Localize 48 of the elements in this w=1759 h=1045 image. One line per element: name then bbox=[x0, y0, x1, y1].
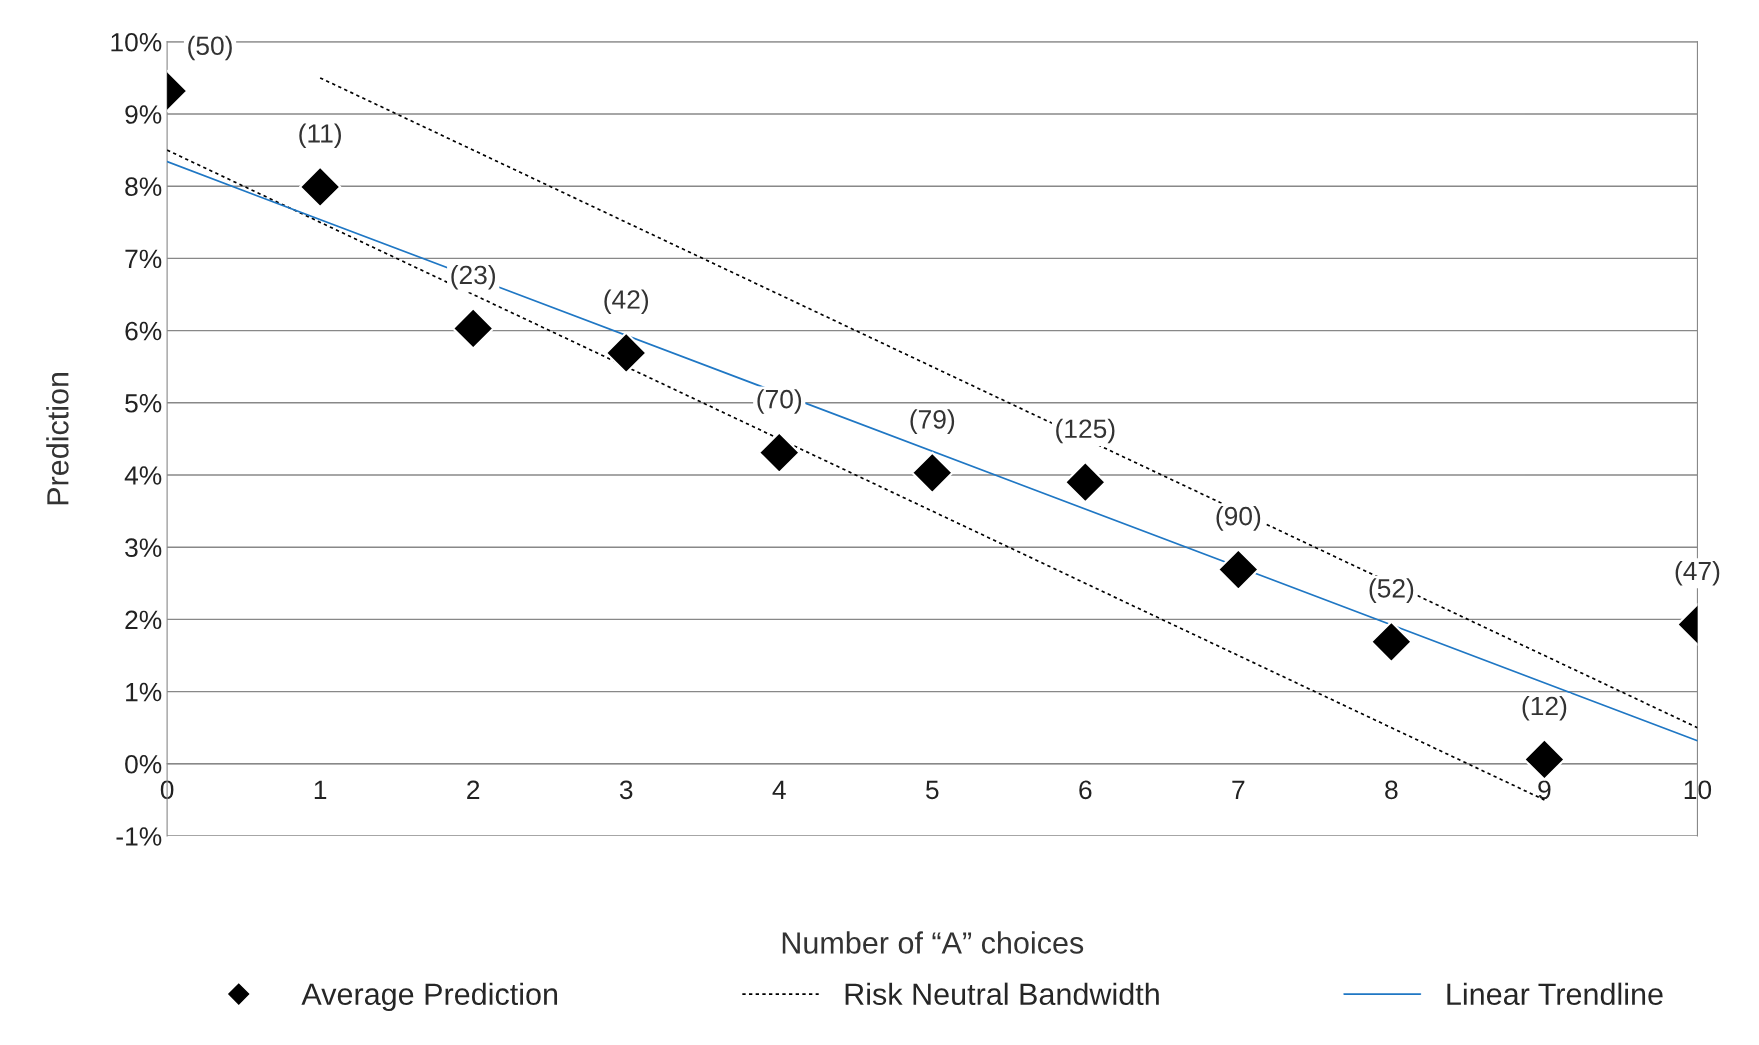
annotation: (70) bbox=[757, 389, 802, 414]
x-tick-label: 6 bbox=[1079, 780, 1092, 800]
x-tick-label: 7 bbox=[1232, 780, 1245, 799]
y-tick-label: 10% bbox=[111, 32, 162, 52]
x-tick-label: 4 bbox=[772, 780, 786, 799]
legend-label: Average Prediction bbox=[301, 982, 558, 1012]
x-tick-label: 9 bbox=[1538, 780, 1551, 800]
y-tick-label: 8% bbox=[125, 177, 162, 197]
annotation: (79) bbox=[910, 409, 955, 434]
point bbox=[911, 451, 954, 494]
annotation: (11) bbox=[299, 123, 341, 149]
x-axis-title: Number of “A” choices bbox=[782, 931, 1084, 954]
y-tick-label: -1% bbox=[116, 827, 162, 846]
y-tick-label: 6% bbox=[125, 321, 162, 341]
point bbox=[1370, 620, 1413, 663]
annotation: (50) bbox=[188, 35, 232, 61]
legend-label: Risk Neutral Bandwidth bbox=[845, 982, 1159, 1006]
annotation: (12) bbox=[1522, 695, 1567, 721]
y-tick-label: 3% bbox=[125, 538, 162, 558]
point bbox=[1217, 548, 1260, 591]
point bbox=[605, 331, 648, 375]
y-tick-label: 2% bbox=[125, 610, 162, 630]
x-tick-label: 10 bbox=[1684, 780, 1712, 800]
annotation: (23) bbox=[451, 264, 495, 290]
x-tick-label: 3 bbox=[619, 780, 633, 800]
x-tick-label: 2 bbox=[467, 780, 480, 799]
point bbox=[452, 307, 495, 350]
annotation: (125) bbox=[1056, 418, 1115, 444]
point bbox=[1064, 461, 1107, 504]
y-tick-label: 5% bbox=[125, 394, 162, 413]
y-tick-label: 7% bbox=[125, 249, 162, 269]
y-tick-label: 1% bbox=[126, 682, 162, 702]
annotation: (42) bbox=[604, 289, 649, 315]
annotation: (47) bbox=[1675, 560, 1720, 586]
legend-label: Linear Trendline bbox=[1447, 982, 1663, 1006]
point bbox=[298, 165, 342, 209]
x-tick-label: 5 bbox=[925, 780, 939, 800]
annotation: (90) bbox=[1216, 506, 1261, 531]
point bbox=[1523, 738, 1566, 781]
point bbox=[758, 431, 801, 474]
x-tick-label: 0 bbox=[160, 780, 174, 800]
annotation: (52) bbox=[1369, 578, 1414, 603]
x-tick-label: 1 bbox=[314, 780, 327, 799]
y-tick-label: 4% bbox=[124, 466, 162, 485]
y-axis-title: Prediction bbox=[46, 372, 69, 505]
y-tick-label: 9% bbox=[125, 105, 162, 124]
y-tick-label: 0% bbox=[125, 754, 162, 774]
x-tick-label: 8 bbox=[1385, 780, 1398, 800]
